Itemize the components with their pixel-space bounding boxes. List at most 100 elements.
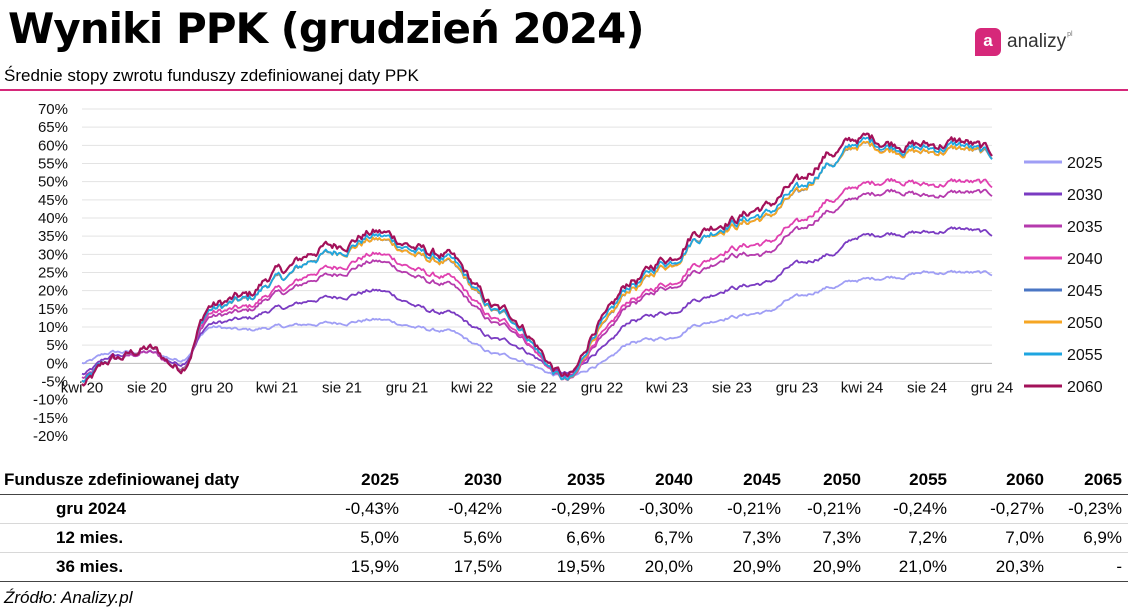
y-tick-label: -20% bbox=[33, 428, 68, 445]
table-cell: 17,5% bbox=[405, 552, 508, 582]
table-cell: 20,0% bbox=[611, 552, 699, 582]
y-tick-label: 65% bbox=[38, 119, 68, 136]
series-line-2060 bbox=[81, 132, 993, 387]
table-col-header: 2030 bbox=[405, 466, 508, 495]
y-tick-label: -5% bbox=[41, 374, 68, 391]
table-row-label: 12 mies. bbox=[0, 523, 280, 553]
y-tick-label: 5% bbox=[46, 337, 68, 354]
x-tick-label: kwi 21 bbox=[256, 379, 299, 396]
table-cell: 15,9% bbox=[280, 552, 405, 582]
x-tick-label: gru 23 bbox=[776, 379, 819, 396]
x-axis-ticks: kwi 20 sie 20 gru 20 kwi 21 sie 21 gru 21 kwi … bbox=[61, 379, 1014, 396]
table-cell: 19,5% bbox=[508, 552, 611, 582]
legend-label-2040: 2040 bbox=[1067, 251, 1103, 268]
y-tick-label: 70% bbox=[38, 101, 68, 118]
table-col-header: 2060 bbox=[953, 466, 1050, 495]
y-tick-label: 35% bbox=[38, 228, 68, 245]
y-tick-label: 50% bbox=[38, 174, 68, 191]
y-tick-label: 40% bbox=[38, 210, 68, 227]
x-tick-label: gru 21 bbox=[386, 379, 429, 396]
x-tick-label: sie 24 bbox=[907, 379, 947, 396]
table-cell: 7,3% bbox=[699, 523, 787, 553]
table-cell: -0,21% bbox=[787, 494, 867, 524]
y-tick-label: 0% bbox=[46, 355, 68, 372]
table-cell: 5,0% bbox=[280, 523, 405, 553]
x-tick-label: gru 20 bbox=[191, 379, 234, 396]
table-cell: - bbox=[1050, 552, 1128, 582]
x-tick-label: sie 20 bbox=[127, 379, 167, 396]
y-tick-label: 10% bbox=[38, 319, 68, 336]
page-title: Wyniki PPK (grudzień 2024) bbox=[8, 4, 645, 53]
table-col-header: 2045 bbox=[699, 466, 787, 495]
table-cell: 7,2% bbox=[867, 523, 953, 553]
logo-text: analizy bbox=[1007, 31, 1067, 52]
y-tick-label: 15% bbox=[38, 301, 68, 318]
legend-label-2045: 2045 bbox=[1067, 283, 1103, 300]
legend-label-2025: 2025 bbox=[1067, 155, 1103, 172]
legend-label-2060: 2060 bbox=[1067, 379, 1103, 396]
table-header-label: Fundusze zdefiniowanej daty bbox=[0, 466, 280, 495]
legend-label-2035: 2035 bbox=[1067, 219, 1103, 236]
x-tick-label: kwi 20 bbox=[61, 379, 104, 396]
returns-line-chart: 70%65%60% 55%50%45%40%35%30% 25%20%15%10%5… bbox=[33, 101, 1103, 445]
chart-gridlines bbox=[82, 108, 992, 382]
brand-logo[interactable]: a analizy pl bbox=[975, 27, 1073, 57]
table-col-header: 2055 bbox=[867, 466, 953, 495]
table-cell: -0,42% bbox=[405, 494, 508, 524]
legend-label-2030: 2030 bbox=[1067, 187, 1103, 204]
x-tick-label: gru 24 bbox=[971, 379, 1014, 396]
table-cell: 7,0% bbox=[953, 523, 1050, 553]
table-cell: 20,9% bbox=[787, 552, 867, 582]
table-cell: 21,0% bbox=[867, 552, 953, 582]
y-tick-label: 60% bbox=[38, 137, 68, 154]
logo-suffix: pl bbox=[1067, 30, 1073, 38]
chart-series bbox=[81, 132, 993, 387]
legend-label-2055: 2055 bbox=[1067, 347, 1103, 364]
y-tick-label: 20% bbox=[38, 283, 68, 300]
table-col-header: 2040 bbox=[611, 466, 699, 495]
table-cell: -0,43% bbox=[280, 494, 405, 524]
table-header-row: Fundusze zdefiniowanej daty 2025 2030 20… bbox=[0, 466, 1128, 495]
table-cell: 5,6% bbox=[405, 523, 508, 553]
source-note: Źródło: Analizy.pl bbox=[4, 588, 133, 607]
table-cell: -0,21% bbox=[699, 494, 787, 524]
table-col-header: 2065 bbox=[1050, 466, 1128, 495]
y-axis-ticks: 70%65%60% 55%50%45%40%35%30% 25%20%15%10%5… bbox=[33, 101, 68, 445]
table-row: 36 mies. 15,9% 17,5% 19,5% 20,0% 20,9% 2… bbox=[0, 552, 1128, 582]
series-line-2055 bbox=[81, 136, 993, 383]
x-tick-label: sie 21 bbox=[322, 379, 362, 396]
table-cell: 6,6% bbox=[508, 523, 611, 553]
chart-legend[interactable]: 2025 2030 2035 2040 2045 2050 2055 2060 bbox=[1024, 155, 1103, 396]
series-line-2030 bbox=[81, 226, 993, 376]
table-cell: -0,27% bbox=[953, 494, 1050, 524]
series-line-2025 bbox=[81, 269, 993, 379]
y-tick-label: 55% bbox=[38, 156, 68, 173]
x-tick-label: gru 22 bbox=[581, 379, 624, 396]
y-tick-label: -10% bbox=[33, 392, 68, 409]
header-divider bbox=[0, 89, 1128, 91]
table-cell: 20,3% bbox=[953, 552, 1050, 582]
x-tick-label: sie 22 bbox=[517, 379, 557, 396]
legend-label-2050: 2050 bbox=[1067, 315, 1103, 332]
y-tick-label: 25% bbox=[38, 265, 68, 282]
table-row: gru 2024 -0,43% -0,42% -0,29% -0,30% -0,… bbox=[0, 494, 1128, 524]
y-tick-label: 45% bbox=[38, 192, 68, 209]
table-cell: -0,30% bbox=[611, 494, 699, 524]
y-tick-label: 30% bbox=[38, 246, 68, 263]
table-cell: 7,3% bbox=[787, 523, 867, 553]
table-col-header: 2025 bbox=[280, 466, 405, 495]
table-cell: -0,29% bbox=[508, 494, 611, 524]
table-cell: 6,7% bbox=[611, 523, 699, 553]
table-cell: -0,23% bbox=[1050, 494, 1128, 524]
y-tick-label: -15% bbox=[33, 410, 68, 427]
table-cell: 20,9% bbox=[699, 552, 787, 582]
returns-table: Fundusze zdefiniowanej daty 2025 2030 20… bbox=[0, 466, 1128, 582]
table-col-header: 2050 bbox=[787, 466, 867, 495]
x-tick-label: sie 23 bbox=[712, 379, 752, 396]
x-tick-label: kwi 22 bbox=[451, 379, 494, 396]
table-row: 12 mies. 5,0% 5,6% 6,6% 6,7% 7,3% 7,3% 7… bbox=[0, 523, 1128, 553]
table-col-header: 2035 bbox=[508, 466, 611, 495]
table-row-label: gru 2024 bbox=[0, 494, 280, 524]
table-cell: -0,24% bbox=[867, 494, 953, 524]
table-cell: 6,9% bbox=[1050, 523, 1128, 553]
